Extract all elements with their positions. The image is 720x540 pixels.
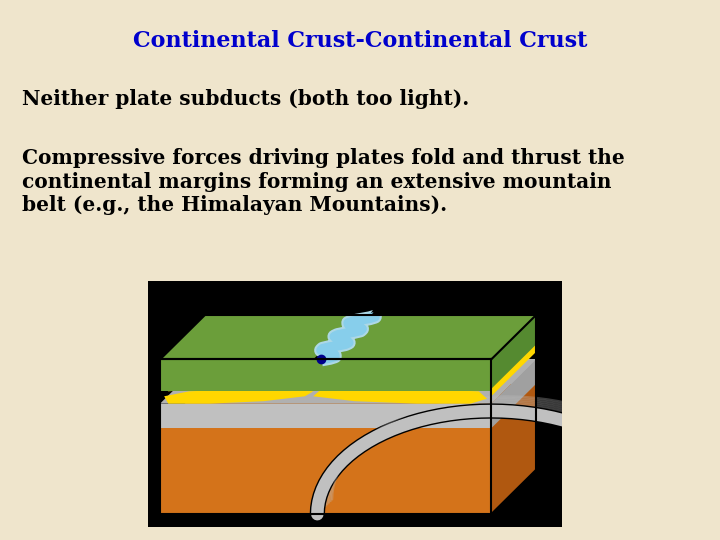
Polygon shape bbox=[204, 315, 536, 347]
Polygon shape bbox=[491, 345, 536, 396]
Polygon shape bbox=[160, 360, 536, 403]
Polygon shape bbox=[491, 315, 536, 392]
Polygon shape bbox=[164, 387, 313, 403]
Polygon shape bbox=[160, 428, 491, 514]
Polygon shape bbox=[491, 384, 536, 514]
Polygon shape bbox=[491, 360, 536, 428]
Polygon shape bbox=[160, 315, 358, 360]
Text: Compressive forces driving plates fold and thrust the
continental margins formin: Compressive forces driving plates fold a… bbox=[22, 148, 624, 215]
Polygon shape bbox=[160, 403, 491, 428]
Text: Neither plate subducts (both too light).: Neither plate subducts (both too light). bbox=[22, 89, 469, 109]
Polygon shape bbox=[204, 360, 536, 384]
Text: Continental Crust-Continental Crust: Continental Crust-Continental Crust bbox=[132, 30, 588, 52]
Polygon shape bbox=[160, 384, 536, 428]
Polygon shape bbox=[325, 315, 536, 360]
Polygon shape bbox=[148, 281, 562, 526]
Polygon shape bbox=[332, 373, 491, 389]
Polygon shape bbox=[313, 387, 487, 403]
Polygon shape bbox=[204, 384, 536, 470]
Polygon shape bbox=[160, 360, 491, 392]
Polygon shape bbox=[166, 373, 328, 392]
